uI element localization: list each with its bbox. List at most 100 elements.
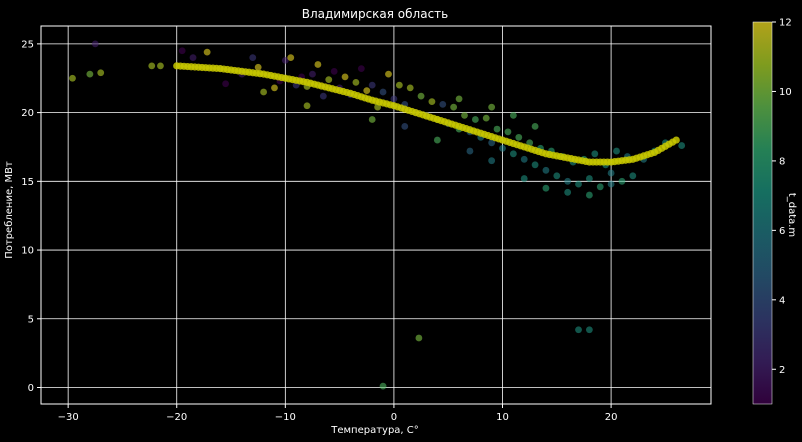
scatter-point [325,76,333,84]
y-tick-label: 20 [21,108,34,119]
scatter-point [450,103,458,111]
y-tick-label: 5 [28,314,34,325]
y-ticks: 0 5 10 15 20 25 [21,39,41,394]
scatter-point [542,166,550,174]
scatter-point [86,70,94,78]
colorbar-tick-label: 10 [779,87,792,98]
scatter-point [575,326,582,334]
scatter-point [203,48,211,56]
scatter-point [553,172,561,180]
scatter-point [585,191,593,199]
scatter-point [363,87,371,95]
x-tick-label: −30 [58,412,79,423]
scatter-point [303,102,311,110]
scatter-point [531,122,539,130]
scatter-point [678,142,686,149]
scatter-point [461,111,468,119]
scatter-point [368,81,376,89]
scatter-point [428,98,436,105]
scatter-point [260,88,268,96]
x-tick-label: −20 [166,412,187,423]
scatter-point [613,147,620,155]
scatter-point [504,128,512,136]
scatter-point [357,65,365,73]
scatter-point [385,70,392,78]
scatter-point [542,184,550,192]
scatter-point [629,172,637,180]
scatter-point [69,74,76,82]
y-tick-label: 10 [21,246,34,257]
scatter-point [415,334,423,342]
scatter-point [509,111,517,119]
scatter-point [509,150,517,158]
scatter-point [395,81,403,89]
x-tick-label: 10 [496,412,509,423]
scatter-point [455,95,463,103]
colorbar-tick-label: 2 [779,365,785,376]
scatter-point [515,133,523,141]
y-tick-label: 0 [28,383,34,394]
scatter-point [281,56,289,64]
x-tick-label: −10 [275,412,296,423]
colorbar [752,21,773,405]
scatter-point [520,155,528,163]
scatter-point [254,63,262,71]
scatter-point [319,92,327,100]
scatter-point [607,180,615,188]
scatter-point [433,136,441,144]
x-axis-label: Температура, С° [330,425,419,436]
scatter-point [352,78,360,86]
scatter-point [417,92,425,100]
scatter-point [390,95,398,103]
scatter-point [157,62,164,70]
scatter-point [148,62,156,70]
grid [41,26,711,404]
scatter-point [585,175,593,182]
scatter-point [368,116,376,123]
scatter-point [531,161,539,169]
x-ticks: −30 −20 −10 0 10 20 [58,404,618,423]
scatter-point [499,144,506,152]
scatter-point [493,125,501,133]
scatter-point [406,84,414,92]
scatter-point [91,40,99,48]
x-tick-label: 0 [391,412,397,423]
scatter-point [178,47,186,55]
scatter-point [401,122,409,130]
scatter-point [439,100,447,108]
colorbar-tick-label: 12 [779,18,792,29]
scatter-point [591,150,599,158]
x-tick-label: 20 [605,412,618,423]
colorbar-ticks: 2 4 6 8 10 12 [772,18,792,376]
scatter-point [379,88,387,96]
scatter-point [341,73,349,81]
scatter-point [471,116,479,123]
scatter-point [488,139,496,147]
scatter-point [287,54,295,62]
colorbar-tick-label: 4 [779,295,785,306]
y-axis-label: Потребление, МВт [4,161,15,259]
scatter-point [271,84,278,92]
scatter-point [520,175,528,182]
scatter-point [488,157,496,165]
scatter-point [585,326,593,334]
plot-frame [40,25,712,405]
fit-points [173,62,680,166]
scatter-point [314,61,322,68]
scatter-point [97,69,105,77]
fit-point [672,136,680,144]
scatter-point [564,177,572,185]
scatter-point [575,180,582,188]
y-tick-label: 15 [21,177,34,188]
colorbar-tick-label: 8 [779,156,785,167]
scatter-point [249,54,257,62]
scatter-point [466,147,474,155]
scatter-point [488,103,496,111]
scatter-point [482,114,490,122]
scatter-point [564,188,572,196]
scatter-point [607,169,615,177]
scatter-point [222,80,230,88]
chart-title: Владимирская область [302,7,448,21]
